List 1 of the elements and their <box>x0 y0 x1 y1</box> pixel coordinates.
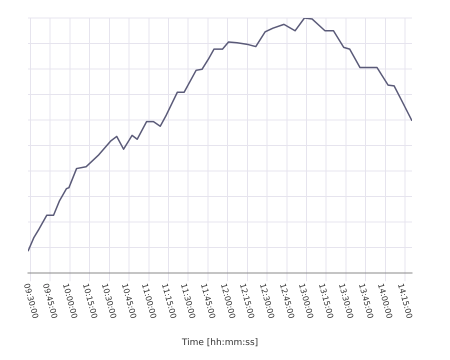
x-axis-title: Time [hh:mm:ss] <box>180 338 258 348</box>
